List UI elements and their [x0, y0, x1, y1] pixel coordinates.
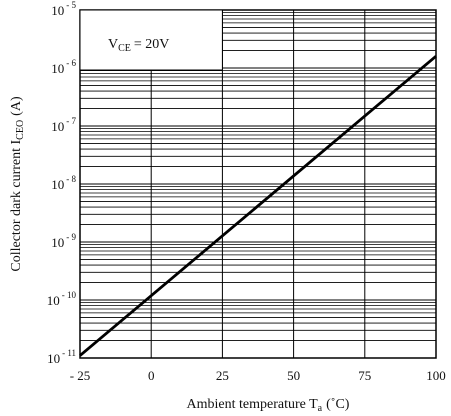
y-axis-title-unit: (A): [9, 96, 24, 116]
y-axis-title: Collector dark current ICEO (A): [9, 96, 26, 272]
y-tick-exponent: - 8: [66, 174, 76, 184]
annotation-text: VCE = 20V: [108, 37, 169, 54]
plot-frame: [79, 9, 437, 359]
y-tick-label: 10- 10: [47, 290, 77, 308]
y-tick-label: 10- 6: [51, 58, 76, 76]
y-tick-label: 10- 8: [51, 174, 76, 192]
y-axis-title-sub: CEO: [15, 120, 26, 140]
annotation-v: V: [108, 37, 118, 52]
y-tick-base: 10: [51, 3, 64, 18]
y-tick-base: 10: [47, 351, 60, 366]
y-tick-exponent: - 5: [66, 0, 76, 10]
x-axis-title-main: Ambient temperature T: [187, 397, 319, 412]
x-axis-title-sub: a: [318, 403, 323, 414]
y-tick-label: 10- 11: [47, 348, 76, 366]
x-tick-label: 75: [358, 368, 371, 383]
series-line: [79, 55, 437, 357]
y-axis-title-main: Collector dark current I: [9, 139, 24, 271]
y-tick-label: 10- 9: [51, 232, 76, 250]
y-tick-base: 10: [51, 235, 64, 250]
x-tick-label: 100: [426, 368, 446, 383]
y-tick-exponent: - 11: [62, 348, 76, 358]
y-tick-base: 10: [51, 177, 64, 192]
y-tick-base: 10: [51, 61, 64, 76]
y-tick-exponent: - 9: [66, 232, 76, 242]
y-tick-base: 10: [51, 119, 64, 134]
x-tick-label: - 25: [70, 368, 91, 383]
y-tick-base: 10: [47, 293, 60, 308]
x-axis-title-unit: (˚C): [326, 397, 350, 412]
y-tick-exponent: - 10: [62, 290, 77, 300]
y-tick-label: 10- 7: [51, 116, 76, 134]
x-tick-label: 50: [287, 368, 300, 383]
annotation-box: [79, 9, 223, 71]
x-tick-label: 25: [216, 368, 229, 383]
annotation-rest: = 20V: [134, 37, 170, 52]
x-tick-label: 0: [148, 368, 155, 383]
x-axis-title: Ambient temperature Ta (˚C): [187, 397, 350, 414]
y-tick-label: 10- 5: [51, 0, 76, 18]
series-layer: [79, 55, 437, 357]
y-tick-exponent: - 7: [66, 116, 76, 126]
x-tick-labels: - 25 0 25 50 75 100: [70, 368, 446, 383]
annotation-sub: CE: [118, 43, 131, 54]
y-tick-exponent: - 6: [66, 58, 76, 68]
